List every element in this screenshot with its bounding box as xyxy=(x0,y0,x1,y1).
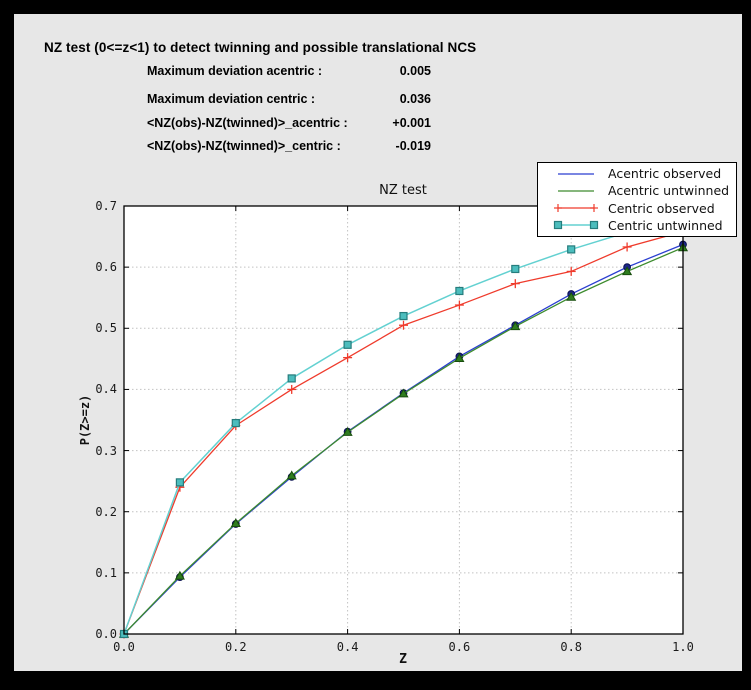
x-tick-label: 0.2 xyxy=(224,640,247,654)
stat-label: <NZ(obs)-NZ(twinned)>_centric : xyxy=(147,139,341,153)
x-tick-label: 1.0 xyxy=(672,640,694,654)
legend-item-acentric-untwinned: Acentric untwinned xyxy=(538,182,736,199)
legend-label: Acentric untwinned xyxy=(608,183,730,199)
y-tick-label: 0.3 xyxy=(95,443,117,458)
y-tick-label: 0.4 xyxy=(95,382,117,397)
y-tick-label: 0.6 xyxy=(95,260,117,275)
y-tick-label: 0.0 xyxy=(95,627,117,641)
stat-label: <NZ(obs)-NZ(twinned)>_acentric : xyxy=(147,116,348,130)
legend-label: Centric untwinned xyxy=(608,217,723,233)
y-tick-label: 0.2 xyxy=(95,504,117,519)
legend-item-centric-untwinned: Centric untwinned xyxy=(538,217,736,234)
y-tick-label: 0.7 xyxy=(95,199,117,213)
legend-sample-line xyxy=(558,172,594,175)
stat-value: 0.036 xyxy=(399,92,431,106)
legend-sample-line xyxy=(554,204,598,213)
x-tick-label: 0.8 xyxy=(560,640,583,654)
legend-item-acentric-observed: Acentric observed xyxy=(538,165,736,182)
x-tick-label: 0.0 xyxy=(113,640,135,654)
legend-sample-line xyxy=(553,221,599,230)
chart-legend: Acentric observed Acentric untwinned Cen… xyxy=(537,162,737,237)
stat-label: Maximum deviation centric : xyxy=(147,92,316,106)
legend-label: Acentric observed xyxy=(608,166,722,182)
x-axis-label: Z xyxy=(399,652,407,667)
x-tick-label: 0.4 xyxy=(336,640,359,654)
stat-value: +0.001 xyxy=(392,116,431,130)
y-tick-label: 0.5 xyxy=(95,321,117,336)
y-tick-label: 0.1 xyxy=(95,565,117,580)
chart-title: NZ test xyxy=(379,183,427,198)
stat-value: 0.005 xyxy=(399,64,431,78)
legend-label: Centric observed xyxy=(608,200,715,216)
stat-label: Maximum deviation acentric : xyxy=(147,64,323,78)
x-tick-label: 0.6 xyxy=(448,640,471,654)
report-title: NZ test (0<=z<1) to detect twinning and … xyxy=(44,40,477,55)
legend-item-centric-observed: Centric observed xyxy=(538,200,736,217)
legend-sample-line xyxy=(558,190,594,192)
stat-value: -0.019 xyxy=(395,139,431,153)
